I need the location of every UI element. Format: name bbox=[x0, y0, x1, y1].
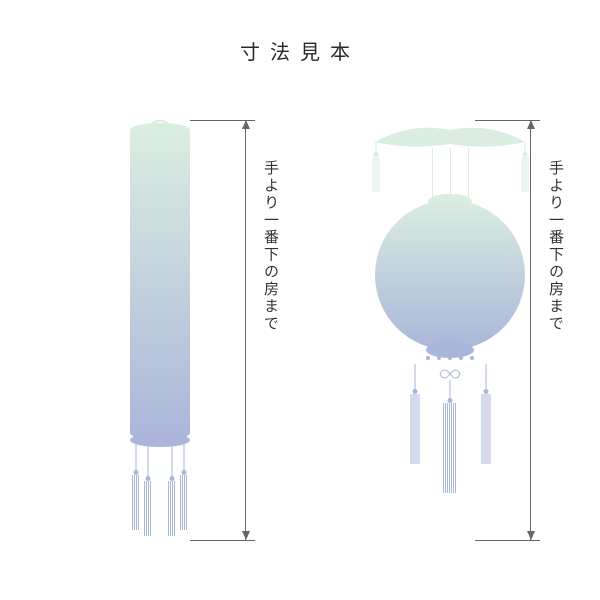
left-lantern-diagram: 手より一番下の房まで bbox=[0, 0, 300, 600]
dimension-label: 手より一番下の房まで bbox=[260, 160, 281, 333]
arrowhead-bottom bbox=[242, 531, 250, 540]
dimension-line bbox=[530, 120, 531, 540]
tassel bbox=[372, 142, 379, 192]
tassel bbox=[521, 142, 528, 192]
tassel bbox=[410, 364, 419, 464]
tassel bbox=[180, 440, 188, 530]
tassel bbox=[132, 440, 140, 530]
lantern-body-round bbox=[375, 200, 525, 350]
right-lantern-diagram: 手より一番下の房まで bbox=[300, 0, 600, 600]
tassel bbox=[144, 446, 152, 536]
arrowhead-top bbox=[242, 120, 250, 129]
dimension-tick-bottom bbox=[190, 540, 255, 541]
dimension-line bbox=[245, 120, 246, 540]
arrowhead-bottom bbox=[527, 531, 535, 540]
tassel bbox=[443, 380, 457, 493]
tassel bbox=[481, 364, 490, 464]
dimension-tick-bottom bbox=[475, 540, 540, 541]
tassel bbox=[168, 446, 176, 536]
arrowhead-top bbox=[527, 120, 535, 129]
dimension-label: 手より一番下の房まで bbox=[545, 160, 566, 333]
lantern-body-cylinder bbox=[130, 130, 190, 440]
